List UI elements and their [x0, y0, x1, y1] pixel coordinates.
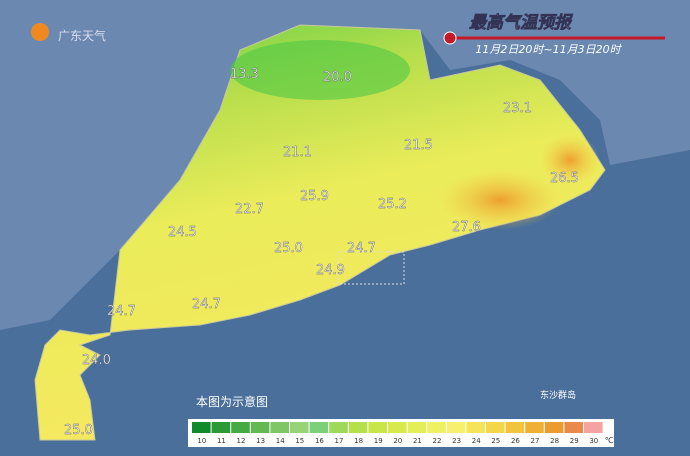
legend-label: 14	[276, 437, 285, 445]
disclaimer: 本图为示意图	[196, 394, 268, 409]
legend-label: 15	[295, 437, 304, 445]
temperature-label: 22.7	[235, 202, 264, 217]
legend-swatch	[446, 422, 466, 433]
legend-swatch	[211, 422, 231, 433]
legend-swatch	[309, 422, 329, 433]
hk-box	[337, 251, 405, 285]
title-dot	[443, 31, 457, 45]
legend-swatch	[486, 422, 505, 433]
legend-label: 13	[256, 437, 265, 445]
temperature-label: 24.9	[316, 263, 345, 278]
logo: 广东天气	[58, 28, 106, 43]
hot-zone	[440, 170, 560, 230]
legend-swatch	[505, 422, 525, 433]
legend-swatch	[564, 422, 583, 433]
legend-label: 20	[393, 437, 402, 445]
legend-label: 30	[589, 437, 598, 445]
legend-label: 19	[374, 437, 383, 445]
legend-swatch	[368, 422, 387, 433]
temperature-label: 20.0	[323, 70, 352, 85]
legend-label: 25	[491, 437, 500, 445]
temperature-label: 23.1	[503, 101, 532, 116]
logo-icon	[31, 23, 49, 41]
temperature-label: 13.3	[230, 67, 259, 82]
temperature-label: 24.0	[82, 353, 111, 368]
temperature-label: 25.9	[300, 189, 329, 204]
temperature-label: 26.5	[550, 171, 579, 186]
legend-label: 11	[217, 437, 226, 445]
temperature-label: 25.0	[274, 241, 303, 256]
legend-swatch	[329, 422, 348, 433]
legend-swatch	[407, 422, 427, 433]
islands-label: 东沙群岛	[540, 389, 576, 401]
legend-swatch	[348, 422, 368, 433]
temperature-label: 24.7	[192, 297, 221, 312]
temperature-label: 24.7	[107, 304, 136, 319]
temperature-label: 27.6	[452, 220, 481, 235]
legend-label: 29	[570, 437, 579, 445]
legend-swatch	[388, 422, 407, 433]
temperature-label: 24.5	[168, 225, 197, 240]
legend-label: 22	[433, 437, 442, 445]
temperature-label: 24.7	[347, 241, 376, 256]
legend-swatch	[584, 422, 603, 433]
legend-label: 17	[335, 437, 344, 445]
legend-swatch	[427, 422, 446, 433]
temperature-label: 25.0	[64, 423, 93, 438]
legend-swatch	[525, 422, 544, 433]
legend-label: 10	[197, 437, 206, 445]
title: 最高气温预报	[469, 13, 574, 33]
legend-swatch	[270, 422, 289, 433]
legend-swatch	[192, 422, 211, 433]
legend-swatch	[250, 422, 270, 433]
legend-label: 18	[354, 437, 363, 445]
subtitle: 11月2日20时~11月3日20时	[475, 43, 622, 56]
legend-label: 23	[452, 437, 461, 445]
legend-swatch	[231, 422, 250, 433]
legend-label: 26	[511, 437, 520, 445]
legend-label: 24	[472, 437, 481, 445]
cool-zone	[230, 40, 410, 100]
temperature-label: 21.5	[404, 138, 433, 153]
legend-swatch	[466, 422, 485, 433]
legend-swatch	[290, 422, 309, 433]
temperature-label: 25.2	[378, 197, 407, 212]
neighbor-land	[0, 0, 690, 330]
legend-label: 12	[237, 437, 246, 445]
temperature-label: 21.1	[283, 145, 312, 160]
hot-zone	[540, 135, 600, 185]
legend-label: 21	[413, 437, 422, 445]
legend-swatch	[544, 422, 564, 433]
legend-unit: ℃	[605, 436, 614, 445]
legend-label: 16	[315, 437, 324, 445]
legend-label: 28	[550, 437, 559, 445]
legend-label: 27	[531, 437, 540, 445]
guangdong-land	[34, 24, 606, 441]
